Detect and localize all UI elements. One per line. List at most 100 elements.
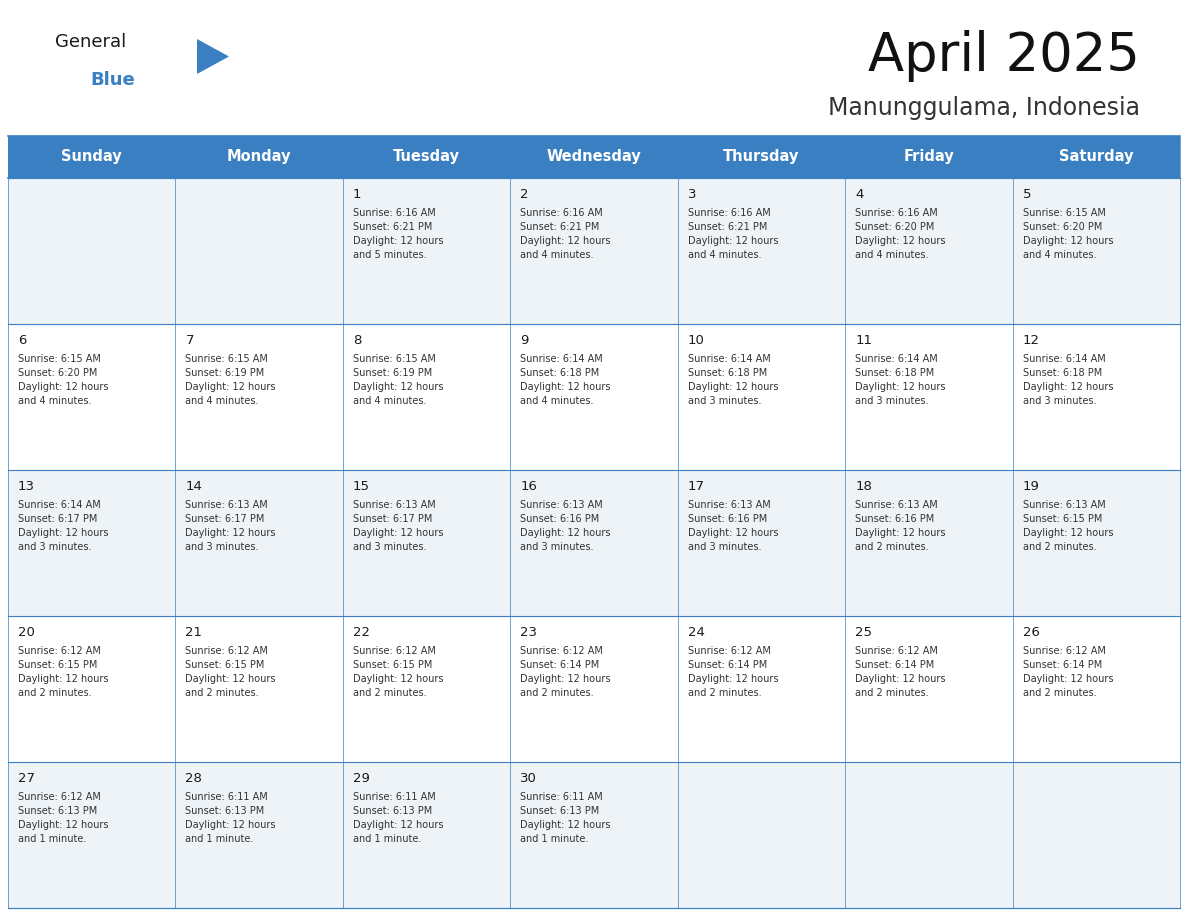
Text: Sunrise: 6:15 AM
Sunset: 6:20 PM
Daylight: 12 hours
and 4 minutes.: Sunrise: 6:15 AM Sunset: 6:20 PM Dayligh… — [1023, 208, 1113, 260]
Text: Sunrise: 6:13 AM
Sunset: 6:16 PM
Daylight: 12 hours
and 2 minutes.: Sunrise: 6:13 AM Sunset: 6:16 PM Dayligh… — [855, 500, 946, 552]
Text: Sunrise: 6:15 AM
Sunset: 6:19 PM
Daylight: 12 hours
and 4 minutes.: Sunrise: 6:15 AM Sunset: 6:19 PM Dayligh… — [353, 354, 443, 406]
Bar — [677, 616, 845, 762]
Text: Sunrise: 6:11 AM
Sunset: 6:13 PM
Daylight: 12 hours
and 1 minute.: Sunrise: 6:11 AM Sunset: 6:13 PM Dayligh… — [520, 792, 611, 844]
Text: Sunrise: 6:15 AM
Sunset: 6:20 PM
Daylight: 12 hours
and 4 minutes.: Sunrise: 6:15 AM Sunset: 6:20 PM Dayligh… — [18, 354, 108, 406]
Bar — [8, 136, 1180, 178]
Text: 3: 3 — [688, 188, 696, 201]
Text: 8: 8 — [353, 334, 361, 347]
Text: 27: 27 — [18, 772, 34, 785]
Text: 11: 11 — [855, 334, 872, 347]
Bar — [176, 762, 343, 908]
Bar — [176, 324, 343, 470]
Bar — [343, 324, 511, 470]
Text: 10: 10 — [688, 334, 704, 347]
Text: Sunrise: 6:13 AM
Sunset: 6:15 PM
Daylight: 12 hours
and 2 minutes.: Sunrise: 6:13 AM Sunset: 6:15 PM Dayligh… — [1023, 500, 1113, 552]
Text: 18: 18 — [855, 480, 872, 493]
Text: Sunrise: 6:12 AM
Sunset: 6:14 PM
Daylight: 12 hours
and 2 minutes.: Sunrise: 6:12 AM Sunset: 6:14 PM Dayligh… — [1023, 646, 1113, 698]
Text: 14: 14 — [185, 480, 202, 493]
Bar — [677, 324, 845, 470]
Text: 7: 7 — [185, 334, 194, 347]
Text: 23: 23 — [520, 626, 537, 639]
Text: 26: 26 — [1023, 626, 1040, 639]
Text: 5: 5 — [1023, 188, 1031, 201]
Bar — [845, 616, 1012, 762]
Polygon shape — [197, 39, 229, 74]
Text: Sunrise: 6:12 AM
Sunset: 6:14 PM
Daylight: 12 hours
and 2 minutes.: Sunrise: 6:12 AM Sunset: 6:14 PM Dayligh… — [520, 646, 611, 698]
Bar — [845, 178, 1012, 324]
Bar — [343, 178, 511, 324]
Text: General: General — [55, 33, 126, 51]
Text: 13: 13 — [18, 480, 34, 493]
Text: Sunrise: 6:12 AM
Sunset: 6:15 PM
Daylight: 12 hours
and 2 minutes.: Sunrise: 6:12 AM Sunset: 6:15 PM Dayligh… — [353, 646, 443, 698]
Bar — [343, 762, 511, 908]
Bar — [8, 470, 176, 616]
Text: 22: 22 — [353, 626, 369, 639]
Bar — [343, 616, 511, 762]
Bar — [8, 616, 176, 762]
Text: Sunday: Sunday — [62, 150, 122, 164]
Text: Sunrise: 6:13 AM
Sunset: 6:17 PM
Daylight: 12 hours
and 3 minutes.: Sunrise: 6:13 AM Sunset: 6:17 PM Dayligh… — [185, 500, 276, 552]
Bar — [176, 470, 343, 616]
Text: 15: 15 — [353, 480, 369, 493]
Text: Saturday: Saturday — [1059, 150, 1133, 164]
Text: Friday: Friday — [904, 150, 954, 164]
Text: Sunrise: 6:16 AM
Sunset: 6:20 PM
Daylight: 12 hours
and 4 minutes.: Sunrise: 6:16 AM Sunset: 6:20 PM Dayligh… — [855, 208, 946, 260]
Bar — [343, 470, 511, 616]
Bar — [845, 762, 1012, 908]
Text: Sunrise: 6:12 AM
Sunset: 6:13 PM
Daylight: 12 hours
and 1 minute.: Sunrise: 6:12 AM Sunset: 6:13 PM Dayligh… — [18, 792, 108, 844]
Bar — [8, 324, 176, 470]
Bar — [176, 178, 343, 324]
Text: Sunrise: 6:14 AM
Sunset: 6:18 PM
Daylight: 12 hours
and 3 minutes.: Sunrise: 6:14 AM Sunset: 6:18 PM Dayligh… — [855, 354, 946, 406]
Text: Sunrise: 6:13 AM
Sunset: 6:17 PM
Daylight: 12 hours
and 3 minutes.: Sunrise: 6:13 AM Sunset: 6:17 PM Dayligh… — [353, 500, 443, 552]
Text: Sunrise: 6:14 AM
Sunset: 6:18 PM
Daylight: 12 hours
and 3 minutes.: Sunrise: 6:14 AM Sunset: 6:18 PM Dayligh… — [1023, 354, 1113, 406]
Bar — [1012, 616, 1180, 762]
Text: Thursday: Thursday — [723, 150, 800, 164]
Text: Sunrise: 6:12 AM
Sunset: 6:15 PM
Daylight: 12 hours
and 2 minutes.: Sunrise: 6:12 AM Sunset: 6:15 PM Dayligh… — [18, 646, 108, 698]
Text: Sunrise: 6:14 AM
Sunset: 6:17 PM
Daylight: 12 hours
and 3 minutes.: Sunrise: 6:14 AM Sunset: 6:17 PM Dayligh… — [18, 500, 108, 552]
Bar — [845, 470, 1012, 616]
Bar — [1012, 762, 1180, 908]
Text: Sunrise: 6:14 AM
Sunset: 6:18 PM
Daylight: 12 hours
and 3 minutes.: Sunrise: 6:14 AM Sunset: 6:18 PM Dayligh… — [688, 354, 778, 406]
Text: Tuesday: Tuesday — [393, 150, 460, 164]
Text: 25: 25 — [855, 626, 872, 639]
Text: Sunrise: 6:12 AM
Sunset: 6:14 PM
Daylight: 12 hours
and 2 minutes.: Sunrise: 6:12 AM Sunset: 6:14 PM Dayligh… — [688, 646, 778, 698]
Text: 19: 19 — [1023, 480, 1040, 493]
Bar — [1012, 470, 1180, 616]
Text: April 2025: April 2025 — [868, 30, 1140, 82]
Text: 20: 20 — [18, 626, 34, 639]
Text: Sunrise: 6:13 AM
Sunset: 6:16 PM
Daylight: 12 hours
and 3 minutes.: Sunrise: 6:13 AM Sunset: 6:16 PM Dayligh… — [520, 500, 611, 552]
Text: Sunrise: 6:15 AM
Sunset: 6:19 PM
Daylight: 12 hours
and 4 minutes.: Sunrise: 6:15 AM Sunset: 6:19 PM Dayligh… — [185, 354, 276, 406]
Text: 24: 24 — [688, 626, 704, 639]
Bar — [8, 762, 176, 908]
Text: 30: 30 — [520, 772, 537, 785]
Bar — [511, 616, 677, 762]
Bar — [677, 470, 845, 616]
Text: Sunrise: 6:13 AM
Sunset: 6:16 PM
Daylight: 12 hours
and 3 minutes.: Sunrise: 6:13 AM Sunset: 6:16 PM Dayligh… — [688, 500, 778, 552]
Text: 1: 1 — [353, 188, 361, 201]
Text: 28: 28 — [185, 772, 202, 785]
Text: 12: 12 — [1023, 334, 1040, 347]
Text: Sunrise: 6:16 AM
Sunset: 6:21 PM
Daylight: 12 hours
and 4 minutes.: Sunrise: 6:16 AM Sunset: 6:21 PM Dayligh… — [520, 208, 611, 260]
Text: 16: 16 — [520, 480, 537, 493]
Bar — [1012, 324, 1180, 470]
Bar — [511, 762, 677, 908]
Text: 9: 9 — [520, 334, 529, 347]
Bar — [176, 616, 343, 762]
Text: 4: 4 — [855, 188, 864, 201]
Bar — [1012, 178, 1180, 324]
Bar — [8, 178, 176, 324]
Text: 2: 2 — [520, 188, 529, 201]
Bar — [511, 470, 677, 616]
Text: 29: 29 — [353, 772, 369, 785]
Text: Manunggulama, Indonesia: Manunggulama, Indonesia — [828, 96, 1140, 120]
Text: Sunrise: 6:11 AM
Sunset: 6:13 PM
Daylight: 12 hours
and 1 minute.: Sunrise: 6:11 AM Sunset: 6:13 PM Dayligh… — [353, 792, 443, 844]
Text: 17: 17 — [688, 480, 704, 493]
Text: 21: 21 — [185, 626, 202, 639]
Bar — [511, 324, 677, 470]
Text: Wednesday: Wednesday — [546, 150, 642, 164]
Text: Sunrise: 6:11 AM
Sunset: 6:13 PM
Daylight: 12 hours
and 1 minute.: Sunrise: 6:11 AM Sunset: 6:13 PM Dayligh… — [185, 792, 276, 844]
Bar — [511, 178, 677, 324]
Text: Monday: Monday — [227, 150, 291, 164]
Text: Sunrise: 6:12 AM
Sunset: 6:15 PM
Daylight: 12 hours
and 2 minutes.: Sunrise: 6:12 AM Sunset: 6:15 PM Dayligh… — [185, 646, 276, 698]
Text: Sunrise: 6:16 AM
Sunset: 6:21 PM
Daylight: 12 hours
and 4 minutes.: Sunrise: 6:16 AM Sunset: 6:21 PM Dayligh… — [688, 208, 778, 260]
